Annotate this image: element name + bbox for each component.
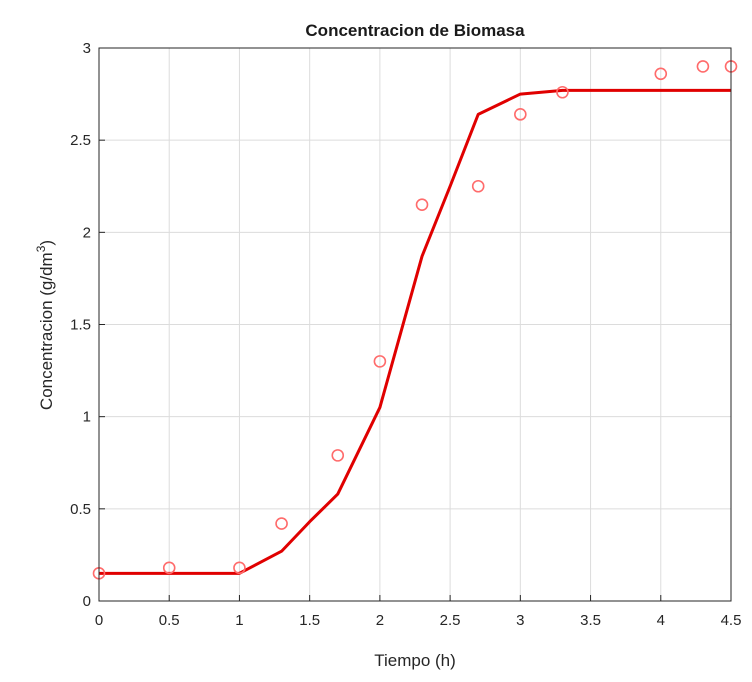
axis-ticks: 0 0.5 1 1.5 2 2.5 3 3.5 4 4.5 0 0.5 1 1.5 2 2.5 3: [70, 40, 741, 629]
x-tick-label: 4: [657, 612, 665, 629]
y-tick-label: 1.5: [70, 317, 91, 334]
x-tick-label: 0: [95, 612, 103, 629]
y-tick-label: 0: [83, 593, 91, 610]
y-axis-label: Concentracion (g/dm3): [34, 240, 56, 410]
data-point-marker: [514, 108, 527, 121]
x-tick-label: 1: [235, 612, 243, 629]
y-axis-label-close: ): [37, 240, 56, 246]
grid: [98, 47, 732, 602]
x-tick-label: 4.5: [721, 612, 742, 629]
y-axis-label-superscript: 3: [34, 245, 48, 252]
data-point-marker: [275, 517, 288, 530]
data-point-marker: [471, 179, 485, 193]
data-point-marker: [373, 355, 387, 368]
x-tick-label: 0.5: [159, 612, 180, 629]
data-point-marker: [331, 449, 345, 462]
y-axis-label-main: Concentracion (g/dm: [37, 252, 56, 410]
model-curve-line: [99, 88, 731, 575]
data-point-marker: [415, 198, 429, 211]
data-point-marker: [556, 85, 569, 99]
data-point-marker: [696, 60, 710, 73]
y-tick-label: 2.5: [70, 132, 91, 149]
x-axis-label: Tiempo (h): [374, 651, 456, 670]
x-tick-label: 3.5: [580, 612, 601, 629]
data-point-marker: [654, 67, 668, 81]
data-point-marker: [162, 561, 176, 575]
y-tick-label: 2: [83, 224, 91, 241]
plot-series: [92, 60, 738, 580]
x-tick-label: 3: [516, 612, 524, 629]
chart-title: Concentracion de Biomasa: [305, 21, 525, 40]
x-tick-label: 1.5: [299, 612, 320, 629]
x-tick-label: 2.5: [440, 612, 461, 629]
y-tick-label: 0.5: [70, 501, 91, 518]
y-tick-label: 1: [83, 409, 91, 426]
y-tick-label: 3: [83, 40, 91, 57]
data-point-marker: [233, 561, 246, 575]
x-tick-label: 2: [376, 612, 384, 629]
